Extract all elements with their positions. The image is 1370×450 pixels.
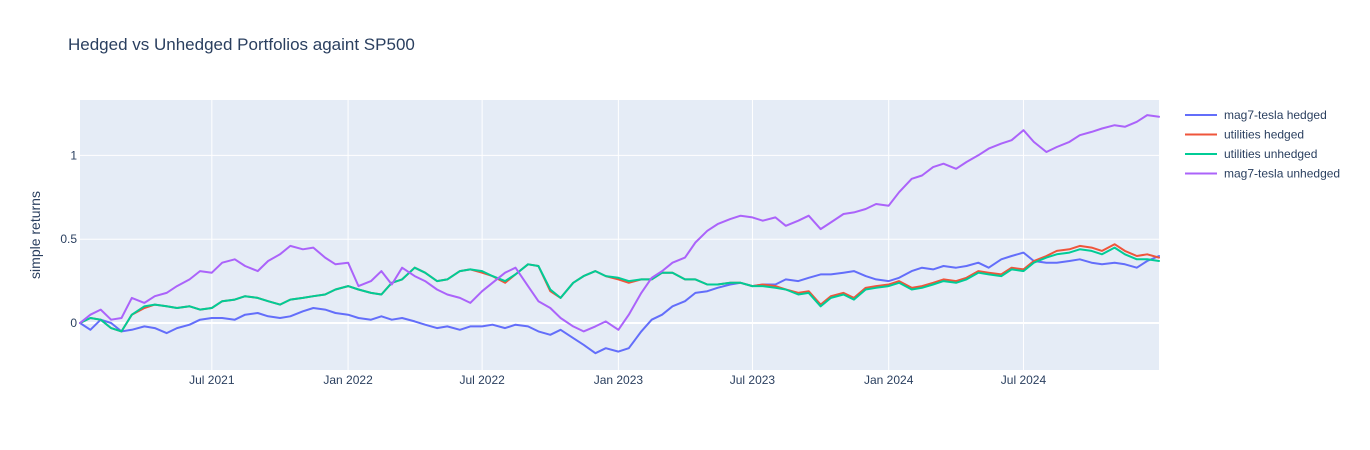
x-tick-label: Jul 2022 [459, 373, 505, 387]
series-line-mag7-tesla-hedged [79, 251, 1160, 355]
y-tick-label: 0 [70, 316, 77, 330]
legend-item[interactable]: mag7-tesla hedged [1185, 108, 1327, 122]
legend-item[interactable]: utilities unhedged [1185, 147, 1317, 161]
plot-area [80, 100, 1159, 370]
x-axis: Jul 2021 Jan 2022 Jul 2022 Jan 2023 Jul 2023… [189, 373, 1046, 387]
series-line-utilities-unhedged [79, 246, 1160, 333]
y-tick-label: 0.5 [60, 232, 77, 246]
chart-title: Hedged vs Unhedged Portfolios againt SP5… [68, 35, 415, 54]
legend-item[interactable]: utilities hedged [1185, 128, 1304, 142]
series-line-mag7-tesla-unhedged [79, 114, 1160, 333]
legend[interactable]: mag7-tesla hedged utilities hedged utiliti… [1185, 108, 1340, 181]
legend-label: utilities hedged [1224, 128, 1304, 142]
legend-label: mag7-tesla hedged [1224, 108, 1327, 122]
x-tick-label: Jul 2023 [730, 373, 776, 387]
x-tick-label: Jan 2022 [323, 373, 373, 387]
legend-item[interactable]: mag7-tesla unhedged [1185, 167, 1340, 181]
legend-label: utilities unhedged [1224, 147, 1317, 161]
y-tick-label: 1 [70, 148, 77, 162]
x-tick-label: Jul 2021 [189, 373, 235, 387]
series-lines [79, 114, 1160, 355]
x-tick-label: Jan 2023 [594, 373, 644, 387]
x-tick-label: Jan 2024 [864, 373, 914, 387]
legend-label: mag7-tesla unhedged [1224, 167, 1340, 181]
y-axis: 00.51 [60, 148, 77, 330]
y-axis-title: simple returns [27, 191, 43, 279]
grid-lines [80, 100, 1159, 370]
x-tick-label: Jul 2024 [1001, 373, 1047, 387]
